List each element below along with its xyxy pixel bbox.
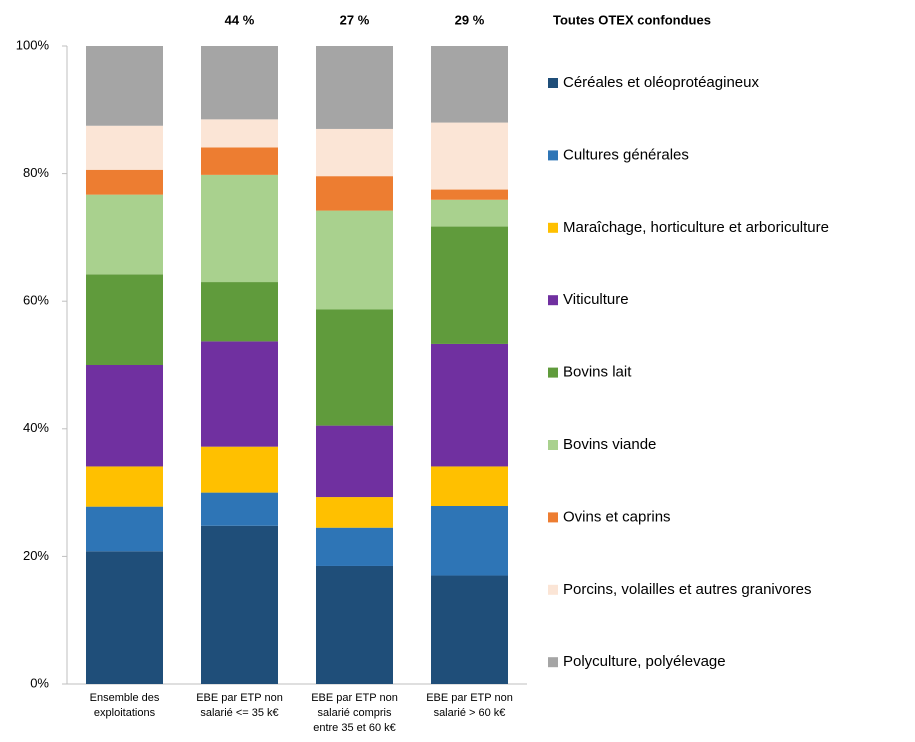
bar-segment [431, 122, 508, 190]
y-tick-label: 0% [30, 675, 49, 690]
bar-annotation: 44 % [225, 12, 255, 27]
legend-swatch [548, 657, 558, 668]
bar-segment [86, 46, 163, 126]
bar-segment [316, 309, 393, 426]
legend-label: Céréales et oléoprotéagineux [563, 74, 759, 91]
bar-annotation: 29 % [455, 12, 485, 27]
bar-segment [316, 425, 393, 498]
bar-segment [431, 46, 508, 123]
legend-label: Ovins et caprins [563, 508, 671, 525]
bar-segment [201, 46, 278, 120]
legend-label: Polyculture, polyélevage [563, 653, 726, 670]
bar-segment [431, 343, 508, 467]
y-tick-label: 60% [23, 293, 49, 308]
y-tick-label: 20% [23, 548, 49, 563]
x-tick-label: EBE par ETP non salarié <= 35 k€ [196, 692, 283, 719]
y-tick-label: 40% [23, 420, 49, 435]
bar-segment [86, 466, 163, 507]
bar-segment [201, 341, 278, 447]
bar-segment [316, 527, 393, 566]
bar-segment [316, 497, 393, 528]
legend-swatch [548, 78, 558, 88]
bar-annotation: 27 % [340, 12, 370, 27]
bar-segment [431, 199, 508, 227]
bar-segment [431, 226, 508, 344]
bar-segment [431, 466, 508, 506]
bar-segment [201, 492, 278, 526]
bar-segment [431, 575, 508, 684]
bar-segment [201, 147, 278, 175]
bar-segment [431, 189, 508, 200]
legend-label: Bovins lait [563, 364, 632, 381]
legend-title: Toutes OTEX confondues [553, 12, 711, 27]
bar-segment [86, 551, 163, 684]
legend-label: Bovins viande [563, 436, 656, 453]
bar-segment [201, 446, 278, 493]
legend-swatch [548, 512, 558, 523]
bar-segment [201, 525, 278, 684]
legend-swatch [548, 295, 558, 306]
bar-segment [316, 176, 393, 211]
legend-swatch [548, 367, 558, 378]
bar-segment [86, 194, 163, 275]
bar-segment [316, 46, 393, 129]
bar-segment [316, 210, 393, 310]
bar-segment [201, 119, 278, 148]
legend-swatch [548, 150, 558, 161]
bar-segment [86, 365, 163, 467]
x-tick-label: Ensemble des exploitations [90, 692, 160, 719]
bar-segment [86, 125, 163, 170]
legend-label: Maraîchage, horticulture et arboricultur… [563, 219, 829, 236]
bar-segment [86, 169, 163, 195]
bar-segment [201, 174, 278, 283]
legend-label: Viticulture [563, 291, 629, 308]
legend-swatch [548, 222, 558, 233]
x-tick-label: EBE par ETP non salarié > 60 k€ [426, 692, 513, 719]
y-tick-label: 80% [23, 165, 49, 180]
legend-label: Cultures générales [563, 146, 689, 163]
legend-swatch [548, 440, 558, 450]
legend-label: Porcins, volailles et autres granivores [563, 581, 811, 598]
bar-segment [316, 565, 393, 684]
y-tick-label: 100% [16, 37, 50, 52]
bar-segment [86, 506, 163, 552]
bar-segment [316, 128, 393, 177]
legend-swatch [548, 584, 558, 595]
bar-segment [86, 274, 163, 365]
x-tick-label: EBE par ETP non salarié compris entre 35 e… [311, 692, 398, 734]
bar-segment [201, 282, 278, 342]
bar-segment [431, 505, 508, 576]
